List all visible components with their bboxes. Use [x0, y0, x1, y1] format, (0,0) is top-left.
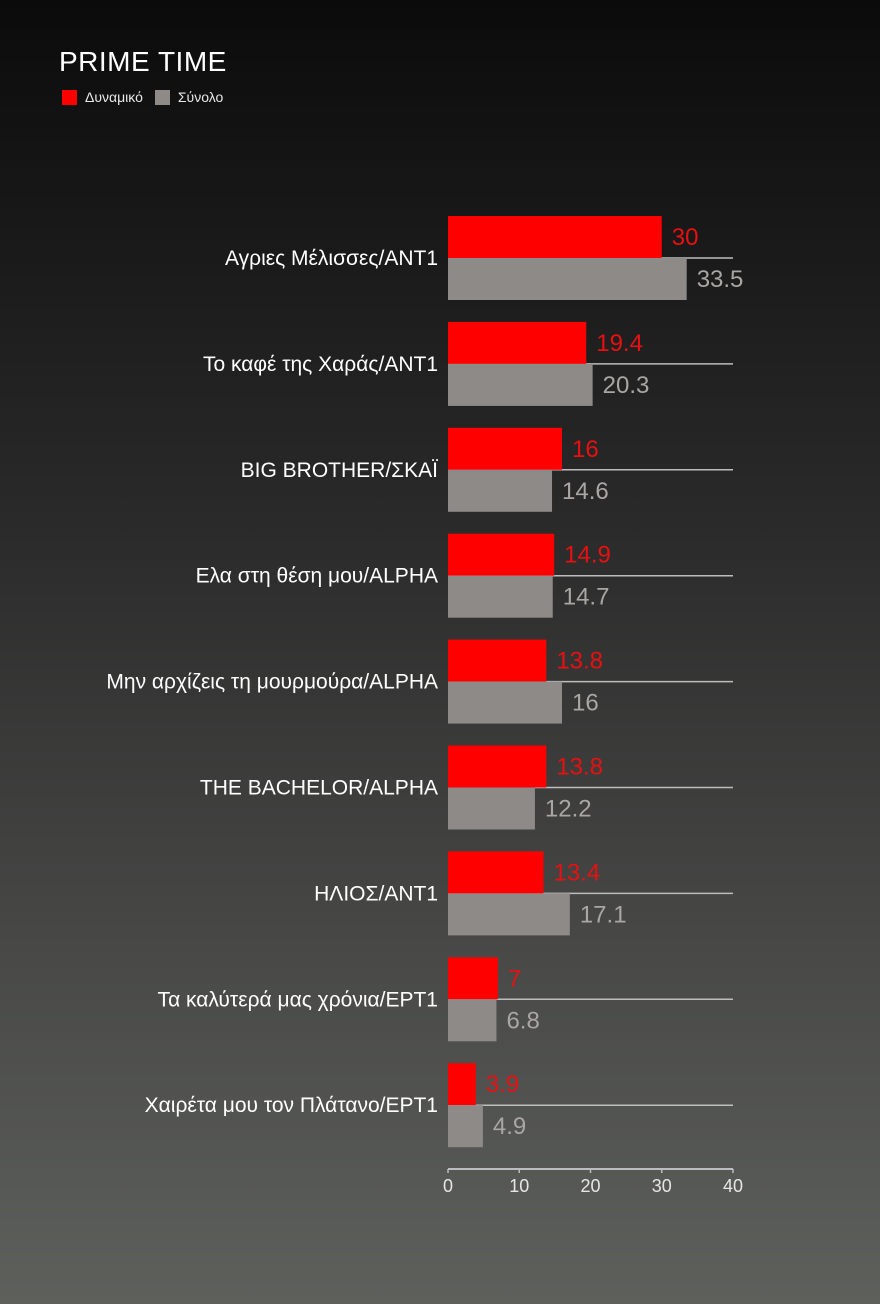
bar-synolo [448, 681, 562, 724]
legend-swatch-series-2 [154, 89, 170, 105]
bar-dynamiko [448, 216, 662, 258]
x-tick-label: 0 [443, 1176, 453, 1196]
data-label: 7 [508, 965, 521, 992]
category-label: THE BACHELOR/ALPHA [200, 777, 438, 800]
data-label: 14.9 [564, 542, 611, 569]
bar-synolo [448, 893, 570, 936]
bar-dynamiko [448, 1063, 476, 1106]
bar-dynamiko [448, 427, 562, 470]
data-label: 19.4 [596, 330, 643, 357]
data-label: 14.7 [563, 584, 610, 611]
bar-synolo [448, 258, 687, 300]
data-label: 33.5 [697, 266, 744, 293]
data-label: 12.2 [545, 796, 592, 823]
data-label: 30 [672, 224, 699, 251]
data-label: 17.1 [580, 901, 627, 928]
bar-dynamiko [448, 639, 547, 682]
bar-dynamiko [448, 533, 555, 576]
legend-item-series-2: Σύνολο [154, 89, 224, 105]
category-label: ΗΛΙΟΣ/ΑΝΤ1 [314, 882, 438, 905]
chart-legend: Δυναμικό Σύνολο [62, 89, 235, 105]
category-label: BIG BROTHER/ΣΚΑΪ [241, 459, 439, 482]
data-label: 3.9 [486, 1071, 519, 1098]
bar-synolo [448, 787, 535, 830]
chart-title: PRIME TIME [59, 46, 227, 77]
x-tick-label: 20 [580, 1176, 600, 1196]
category-label: Τα καλύτερά μας χρόνια/ΕΡΤ1 [158, 988, 438, 1011]
x-tick-label: 30 [652, 1176, 672, 1196]
bar-dynamiko [448, 321, 587, 364]
data-label: 14.6 [562, 478, 609, 505]
category-label: Ελα στη θέση μου/ALPHA [196, 565, 438, 588]
category-label: Μην αρχίζεις τη μουρμούρα/ALPHA [106, 671, 438, 694]
data-label: 13.8 [556, 754, 603, 781]
data-label: 16 [572, 436, 599, 463]
bar-dynamiko [448, 745, 547, 788]
data-label: 4.9 [493, 1113, 526, 1140]
legend-swatch-series-1 [62, 89, 77, 105]
data-label: 13.4 [553, 859, 600, 886]
bar-synolo [448, 1105, 483, 1148]
legend-item-series-1: Δυναμικό [62, 89, 143, 105]
data-label: 20.3 [603, 372, 650, 399]
bar-synolo [448, 575, 553, 618]
x-tick-label: 40 [723, 1176, 743, 1196]
data-label: 16 [572, 690, 599, 717]
bar-synolo [448, 469, 553, 512]
category-label: Χαιρέτα μου τον Πλάτανο/ΕΡΤ1 [145, 1094, 438, 1117]
data-label: 13.8 [556, 648, 603, 675]
data-label: 6.8 [506, 1007, 539, 1034]
category-label: Το καφέ της Χαράς/ΑΝΤ1 [203, 353, 438, 376]
legend-label-series-2: Σύνολο [177, 89, 224, 105]
bar-dynamiko [448, 851, 544, 894]
bar-synolo [448, 363, 593, 406]
bar-dynamiko [448, 957, 498, 1000]
legend-label-series-1: Δυναμικό [85, 89, 143, 105]
bar-synolo [448, 999, 497, 1042]
category-label: Αγριες Μέλισσες/ΑΝΤ1 [225, 247, 438, 270]
x-tick-label: 10 [509, 1176, 529, 1196]
